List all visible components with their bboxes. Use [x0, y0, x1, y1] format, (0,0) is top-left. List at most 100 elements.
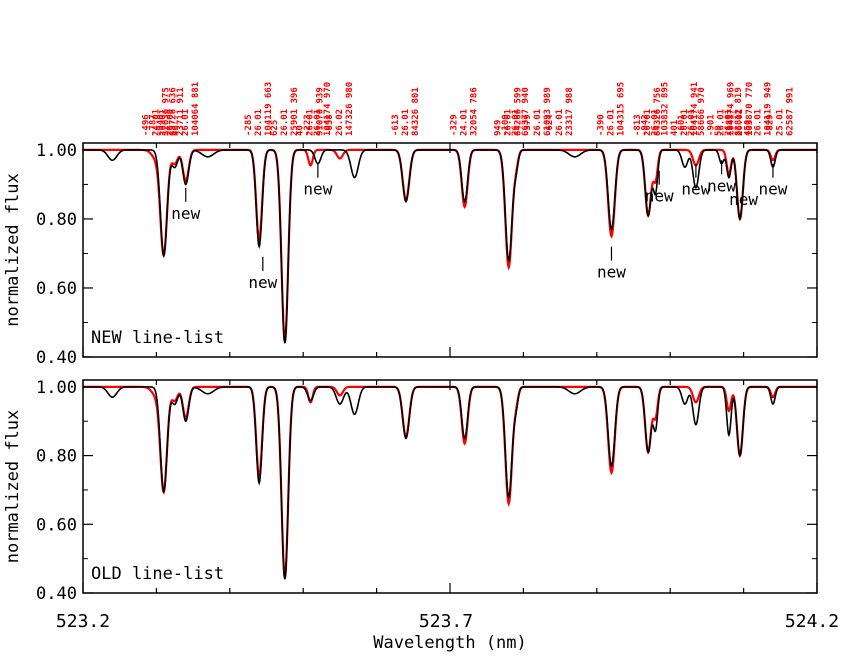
line-id: -942 26.01 103832 895	[641, 82, 671, 136]
x-tick-label: 523.2	[56, 611, 110, 632]
line-id-text: 26.01	[313, 109, 323, 136]
line-id-text: 26.00	[166, 109, 176, 136]
line-id-text: 26.01	[724, 109, 734, 136]
x-tick-label: 524.2	[785, 611, 839, 632]
line-id-text: 32036 975	[161, 87, 171, 136]
line-id-text: 46	[171, 125, 181, 136]
line-id-text: 26.01	[159, 109, 169, 136]
line-id-text: 104064 881	[191, 82, 201, 136]
line-id: -285 26.01 104119 663	[244, 82, 274, 136]
line-id-text: 26.01	[254, 109, 264, 136]
line-id-text: 26.01	[687, 109, 697, 136]
line-id: -379 26.01 61093 989	[523, 87, 553, 136]
line-id-text: 625	[270, 120, 280, 136]
new-annotation: new	[681, 180, 710, 199]
line-id: -624 26.01 23317 988	[545, 87, 575, 136]
line-id-text: 26.01	[680, 109, 690, 136]
y-axis-label: normalized flux	[3, 173, 23, 327]
line-id-text: 147326 980	[345, 82, 355, 136]
line-id-text: 24.01	[151, 109, 161, 136]
line-identification-labels: -496 24.01 32036 975-787 26.01 83726 636-940…	[141, 82, 795, 136]
line-id: -813 26.01 84326 756	[633, 87, 663, 136]
line-id-text: -379	[523, 114, 533, 136]
line-id-text: -100	[501, 114, 511, 136]
line-id-text: 83812 819	[734, 87, 744, 136]
line-id-text: -813	[633, 114, 643, 136]
line-id-text: 26.01	[511, 109, 521, 136]
line-id-text: 84326 756	[653, 87, 663, 136]
line-id: 40 26.01 91070 939	[296, 87, 326, 136]
line-id-text: 58666 970	[697, 87, 707, 136]
line-id-text: 84266 599	[514, 87, 524, 136]
line-id-text: 26.01	[504, 109, 514, 136]
line-id-text: -181	[725, 114, 735, 136]
line-id-text: 104174 969	[727, 82, 737, 136]
line-id-text: 24.01	[460, 109, 470, 136]
line-id-text: 103832 895	[661, 82, 671, 136]
line-id-text: -624	[545, 114, 555, 136]
line-id-text: 91070 939	[316, 87, 326, 136]
line-id-text: 26.01	[306, 109, 316, 136]
line-id-text: 26.01	[280, 109, 290, 136]
line-id: 450 26.01 104119 949	[743, 82, 773, 136]
line-id: -829 25.01 62587 991	[765, 87, 795, 136]
new-annotation: new	[303, 180, 332, 199]
y-tick-label: 0.40	[36, 348, 77, 368]
new-annotation: new	[248, 273, 277, 292]
line-id-text: 26.01	[401, 109, 411, 136]
line-id-text: 26.01	[753, 109, 763, 136]
line-id-text: 949	[494, 120, 504, 136]
y-axis-label: normalized flux	[3, 410, 23, 564]
line-id: -940 26.00 23711 911	[156, 87, 186, 136]
line-id: -100 26.01 66377 940	[501, 87, 531, 136]
line-id-text: 401	[670, 120, 680, 136]
line-id-text: 26.02	[335, 109, 345, 136]
line-id: 59 26.01 83812 819	[714, 87, 744, 136]
line-id-text: 25901 396	[290, 87, 300, 136]
line-id: 401 26.01 104174 941	[670, 82, 700, 136]
y-tick-label: 0.60	[36, 279, 77, 299]
line-id-text: -496	[141, 114, 151, 136]
x-axis-label: Wavelength (nm)	[373, 633, 527, 653]
line-id-text: -613	[391, 114, 401, 136]
panel: 0.40 0.60 0.80 1.00 normalized flux OLD line-…	[3, 378, 818, 604]
line-id: -787 26.01 83726 636	[149, 87, 179, 136]
line-id-text: 61093 989	[543, 87, 553, 136]
line-id: -390 26.01 104315 695	[596, 82, 626, 136]
line-id-text: 40	[296, 125, 306, 136]
new-annotation: new	[729, 190, 758, 209]
line-id-text: -223	[303, 114, 313, 136]
line-id-text: 26.01	[651, 109, 661, 136]
line-id-text: 26.01	[735, 109, 745, 136]
new-annotation: new	[759, 180, 788, 199]
line-id: 949 26.01 84266 599	[494, 87, 524, 136]
line-id-text: 104119 663	[264, 82, 274, 136]
line-id-text: 66377 940	[521, 87, 531, 136]
line-id: -601 26.01 58666 970	[677, 87, 707, 136]
line-id-text: -658	[325, 114, 335, 136]
line-id: 625 26.01 25901 396	[270, 87, 300, 136]
line-id-text: 26.01	[181, 109, 191, 136]
x-tick-label: 523.7	[419, 611, 473, 632]
y-tick-label: 1.00	[36, 141, 77, 161]
line-id: -496 24.01 32036 975	[141, 87, 171, 136]
line-id: -181 26.01 103870 770	[725, 82, 755, 136]
panel-label: NEW line-list	[91, 328, 224, 348]
panels: 0.40 0.60 0.80 1.00 normalized flux NEW line-…	[3, 141, 818, 604]
panel: 0.40 0.60 0.80 1.00 normalized flux NEW line-…	[3, 141, 818, 368]
new-annotation: new	[597, 263, 626, 282]
line-id: -223 26.01 104174 970	[303, 82, 333, 136]
line-id-text: -329	[450, 114, 460, 136]
line-id-text: 104174 941	[690, 82, 700, 136]
line-id-text: 104315 695	[616, 82, 626, 136]
line-id-text: 26.01	[643, 109, 653, 136]
new-annotation: new	[707, 176, 736, 195]
line-id-text: 103870 770	[745, 82, 755, 136]
line-id-text: 25.01	[775, 109, 785, 136]
line-id-text: -942	[641, 114, 651, 136]
panel-label: OLD line-list	[91, 564, 224, 584]
line-id: -658 26.02 147326 980	[325, 82, 355, 136]
line-id-text: -787	[149, 114, 159, 136]
line-id-text: 23317 988	[565, 87, 575, 136]
